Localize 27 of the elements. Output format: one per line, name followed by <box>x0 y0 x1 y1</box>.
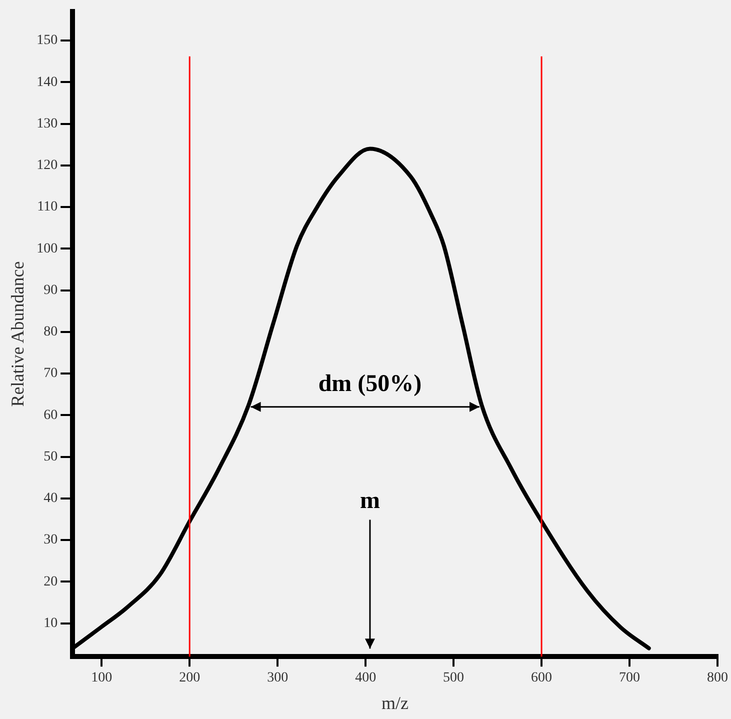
y-tick-label: 30 <box>44 532 58 548</box>
y-tick-label: 100 <box>36 241 58 256</box>
x-axis-title: m/z <box>382 692 409 713</box>
y-tick-label: 40 <box>44 491 58 506</box>
x-tick-label: 200 <box>179 670 200 686</box>
y-tick-label: 120 <box>36 158 58 174</box>
y-tick-label: 150 <box>36 33 58 48</box>
y-tick-label: 20 <box>44 574 58 590</box>
annotation: m <box>360 488 380 514</box>
y-axis-title: Relative Abundance <box>8 261 28 407</box>
y-tick-label: 140 <box>36 74 58 90</box>
x-tick-label: 600 <box>531 670 552 686</box>
x-tick-label: 300 <box>267 670 288 686</box>
y-tick-label: 80 <box>44 324 58 340</box>
y-tick-label: 60 <box>44 408 58 423</box>
y-tick-label: 90 <box>44 282 58 298</box>
y-tick-label: 10 <box>44 616 58 631</box>
x-tick-label: 800 <box>707 670 728 686</box>
x-tick-label: 700 <box>619 670 640 686</box>
y-tick-label: 130 <box>36 116 58 132</box>
y-tick-label: 70 <box>44 366 58 382</box>
x-tick-label: 400 <box>355 670 376 686</box>
x-tick-label: 500 <box>443 670 464 686</box>
y-tick-label: 110 <box>37 200 58 215</box>
annotation: dm (50%) <box>318 371 422 398</box>
y-tick-label: 50 <box>44 449 58 464</box>
x-tick-label: 100 <box>91 670 112 686</box>
